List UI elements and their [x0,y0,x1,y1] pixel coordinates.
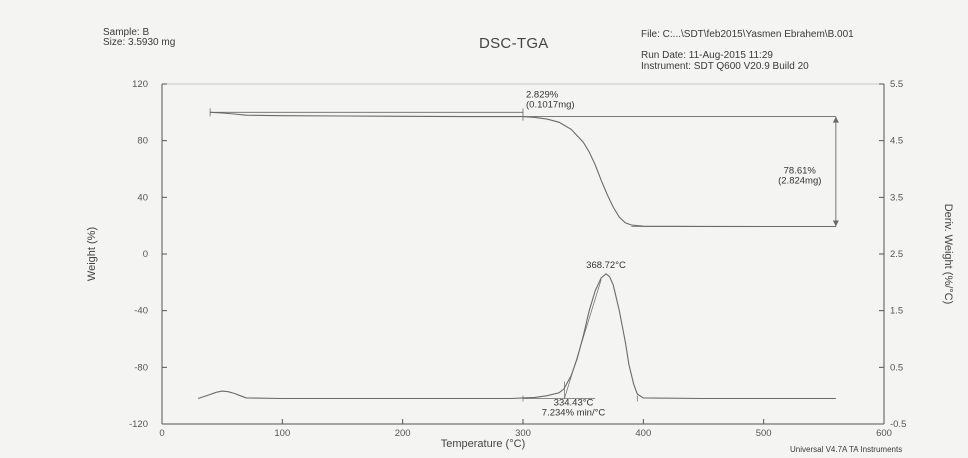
x-tick-label: 200 [395,428,411,439]
file-label: File: C:...\SDT\feb2015\Yasmen Ebrahem\B… [641,29,854,40]
step2-arrow-down [832,220,839,227]
y-right-tick-label: 2.5 [890,249,903,260]
instrument-label: Instrument: SDT Q600 V20.9 Build 20 [641,61,809,72]
y-left-tick-label: 40 [137,192,148,203]
x-tick-label: 100 [274,428,290,439]
y-right-tick-label: 0.5 [890,362,903,373]
data-traces [197,111,836,400]
axis-labels: Temperature (°C) Weight (%) Deriv. Weight … [86,204,954,450]
y-right-tick-label: 5.5 [890,79,903,90]
annotation-4-line-1: 334.43°C [554,398,594,409]
y-left-tick-label: -120 [129,419,148,430]
axis-ticks [161,83,885,425]
x-tick-label: 300 [515,428,531,439]
software-label: Universal V4.7A TA Instruments [790,445,903,454]
weight-trace [210,111,836,228]
x-tick-label: 0 [159,428,164,439]
y-right-tick-label: 3.5 [890,192,903,203]
step2-arrow-up [832,116,839,123]
y-right-tick-label: -0.5 [890,419,906,430]
y-right-tick-label: 4.5 [890,136,903,147]
y-left-tick-label: -40 [134,306,148,317]
y-right-tick-label: 1.5 [890,306,903,317]
run-date-label: Run Date: 11-Aug-2015 11:29 [641,50,773,61]
plot-frame [161,83,885,425]
size-label: Size: 3.5930 mg [103,37,176,48]
annotation-2-line-1: 78.61% [784,166,817,177]
annotation-3-line-1: 368.72°C [586,260,626,271]
y-left-tick-label: 0 [143,249,148,260]
annotations: 2.829%(0.1017mg) 78.61%(2.824mg) 368.72°C 3… [526,89,821,418]
y-right-axis-label: Deriv. Weight (%/°C) [942,204,954,305]
chart-title: DSC-TGA [479,35,549,52]
onset-tangent [564,279,602,399]
axis-tick-labels: 0 100 200 300 400 500 60012080400-40-80-1205.5… [129,79,906,439]
x-tick-label: 500 [756,428,772,439]
deriv-weight-trace [197,273,836,400]
x-axis-label: Temperature (°C) [441,438,525,450]
y-left-tick-label: 120 [132,79,148,90]
x-tick-label: 600 [876,428,892,439]
annotation-1-line-2: (0.1017mg) [526,99,575,110]
annotation-1-line-1: 2.829% [526,89,559,100]
x-tick-label: 400 [635,428,651,439]
sample-label: Sample: B [103,27,150,38]
y-left-tick-label: 80 [137,136,148,147]
y-left-tick-label: -80 [134,362,148,373]
annotation-4-line-2: 7.234% min/°C [542,408,606,419]
annotation-markers [209,108,839,402]
y-left-axis-label: Weight (%) [86,227,98,281]
annotation-2-line-2: (2.824mg) [778,176,821,187]
